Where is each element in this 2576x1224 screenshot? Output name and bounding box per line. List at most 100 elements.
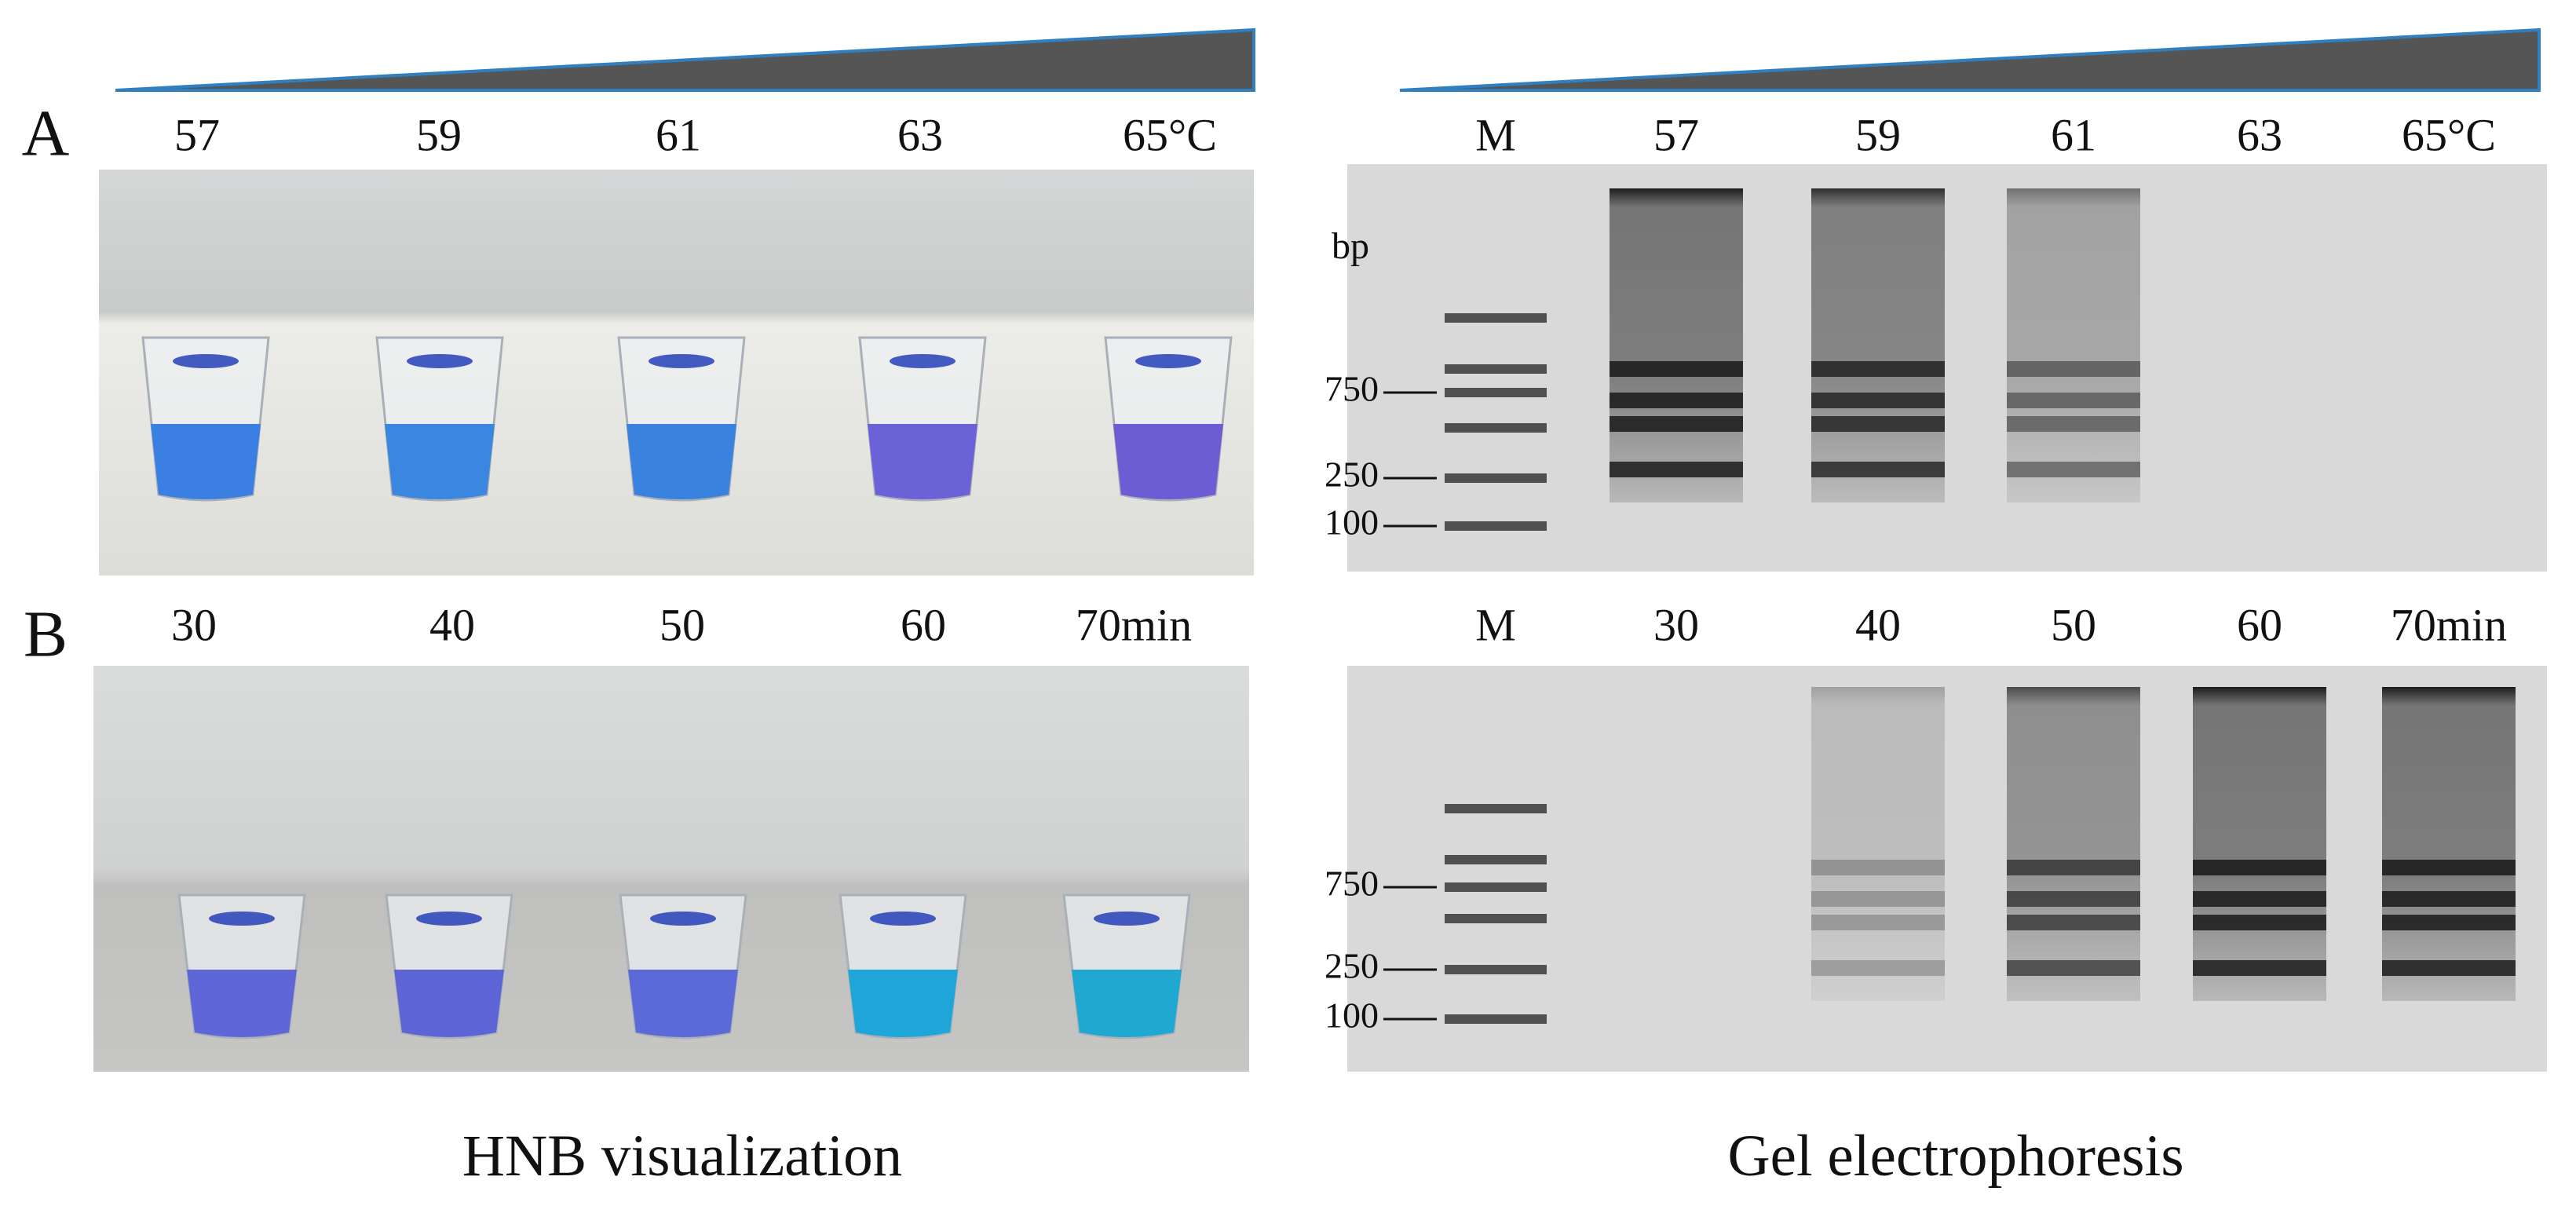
condition-label: 70min bbox=[1076, 599, 1192, 650]
gel-band bbox=[2193, 960, 2326, 976]
condition-label: 60 bbox=[901, 599, 946, 650]
gel-band bbox=[1811, 960, 1945, 976]
gel-band bbox=[1811, 393, 1945, 408]
tube-meniscus bbox=[1094, 912, 1160, 926]
gel-band bbox=[2193, 915, 2326, 930]
tube-meniscus bbox=[407, 354, 473, 368]
lane-label: M bbox=[1475, 109, 1516, 160]
lane-label: 50 bbox=[2051, 599, 2096, 650]
lane-label: 61 bbox=[2051, 109, 2096, 160]
tube-liquid bbox=[385, 424, 495, 499]
condition-label: 63 bbox=[897, 109, 943, 160]
gel-band bbox=[2007, 462, 2140, 477]
tube-meniscus bbox=[649, 354, 714, 368]
tube-liquid bbox=[394, 970, 504, 1037]
lane-label: 60 bbox=[2237, 599, 2282, 650]
condition-label: 40 bbox=[429, 599, 475, 650]
lane-label: 57 bbox=[1653, 109, 1699, 160]
tube-meniscus bbox=[890, 354, 955, 368]
tube-liquid bbox=[187, 970, 297, 1037]
gel-band bbox=[2007, 393, 2140, 408]
gel-band bbox=[2382, 960, 2516, 976]
gel-band bbox=[2007, 860, 2140, 875]
lane-label: 30 bbox=[1653, 599, 1699, 650]
lane-label: 63 bbox=[2237, 109, 2282, 160]
gel-band bbox=[1811, 891, 1945, 907]
gel-band bbox=[2382, 891, 2516, 907]
gradient-wedge bbox=[115, 27, 1255, 92]
gel-lane bbox=[2007, 687, 2140, 1001]
tube-liquid bbox=[1113, 424, 1223, 499]
condition-label: 65°C bbox=[1123, 109, 1217, 160]
tube-meniscus bbox=[1135, 354, 1201, 368]
caption: HNB visualization bbox=[462, 1124, 902, 1189]
tube-liquid bbox=[627, 424, 736, 499]
ladder-band bbox=[1445, 388, 1547, 397]
gel-band bbox=[1811, 462, 1945, 477]
ladder-label: 100 bbox=[1325, 502, 1379, 543]
tube-meniscus bbox=[416, 912, 482, 926]
gel-lane bbox=[1610, 188, 1743, 502]
gel-band bbox=[1610, 416, 1743, 432]
gel-lane bbox=[2193, 687, 2326, 1001]
gel-band bbox=[2007, 960, 2140, 976]
tube-meniscus bbox=[173, 354, 239, 368]
lane-label: 65°C bbox=[2402, 109, 2496, 160]
tube-liquid bbox=[848, 970, 958, 1037]
ladder-label: 750 bbox=[1325, 369, 1379, 409]
unit-label: bp bbox=[1332, 225, 1369, 267]
gel-band bbox=[2007, 891, 2140, 907]
panel-letter: B bbox=[24, 597, 68, 670]
tube-liquid bbox=[1072, 970, 1182, 1037]
gel-band bbox=[2193, 860, 2326, 875]
tube-liquid bbox=[151, 424, 261, 499]
tube-liquid bbox=[868, 424, 977, 499]
ladder-band bbox=[1445, 855, 1547, 864]
gel-band bbox=[1811, 860, 1945, 875]
gel-band bbox=[1610, 361, 1743, 377]
tube-meniscus bbox=[870, 912, 936, 926]
gel-band bbox=[2382, 915, 2516, 930]
gel-band bbox=[2382, 860, 2516, 875]
condition-label: 59 bbox=[416, 109, 462, 160]
tube-meniscus bbox=[650, 912, 716, 926]
panel-letter: A bbox=[22, 97, 70, 170]
condition-label: 57 bbox=[174, 109, 220, 160]
gel-band bbox=[2193, 891, 2326, 907]
gel-band bbox=[1811, 361, 1945, 377]
gel-band bbox=[1610, 462, 1743, 477]
condition-label: 30 bbox=[171, 599, 217, 650]
gradient-wedge bbox=[1399, 27, 2541, 92]
gel-image bbox=[1347, 666, 2547, 1072]
ladder-band bbox=[1445, 882, 1547, 892]
ladder-band bbox=[1445, 313, 1547, 323]
ladder-label: 750 bbox=[1325, 864, 1379, 904]
gel-band bbox=[2007, 416, 2140, 432]
gel-lane bbox=[2382, 687, 2516, 1001]
ladder-band bbox=[1445, 364, 1547, 374]
gel-lane bbox=[2007, 188, 2140, 502]
ladder-label: 250 bbox=[1325, 455, 1379, 495]
ladder-band bbox=[1445, 804, 1547, 813]
ladder-band bbox=[1445, 914, 1547, 923]
tube-liquid bbox=[628, 970, 738, 1037]
lane-label: 40 bbox=[1855, 599, 1901, 650]
lane-label: 70min bbox=[2391, 599, 2507, 650]
lane-label: M bbox=[1475, 599, 1516, 650]
ladder-band bbox=[1445, 473, 1547, 483]
gel-lane bbox=[1811, 687, 1945, 1001]
ladder-band bbox=[1445, 521, 1547, 531]
condition-label: 61 bbox=[656, 109, 701, 160]
ladder-band bbox=[1445, 965, 1547, 974]
ladder-label: 250 bbox=[1325, 946, 1379, 986]
gel-band bbox=[2007, 361, 2140, 377]
tube-meniscus bbox=[209, 912, 275, 926]
caption: Gel electrophoresis bbox=[1727, 1124, 2183, 1189]
gel-band bbox=[1811, 915, 1945, 930]
condition-label: 50 bbox=[660, 599, 705, 650]
gel-lane bbox=[1811, 188, 1945, 502]
ladder-band bbox=[1445, 423, 1547, 433]
gel-band bbox=[1610, 393, 1743, 408]
